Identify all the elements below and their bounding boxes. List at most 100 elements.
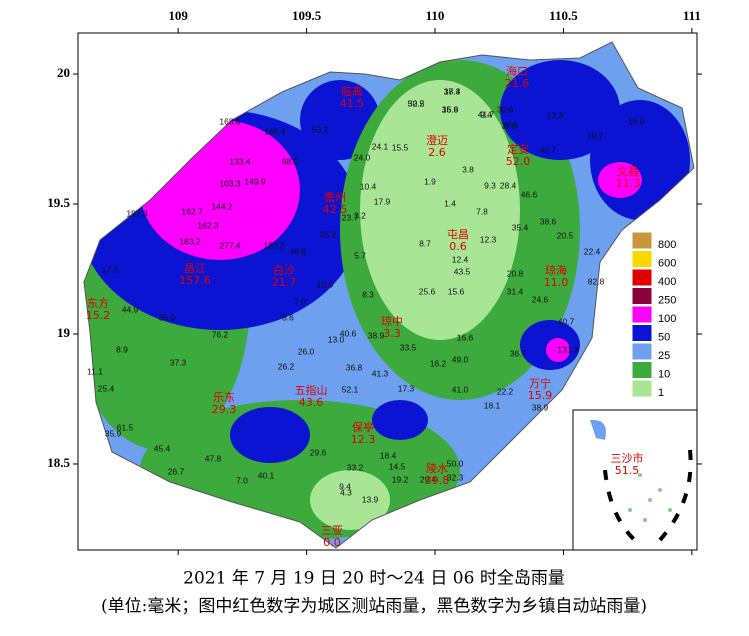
legend-label: 400	[658, 276, 676, 288]
city-name: 乐东	[213, 391, 235, 404]
station-value: 38.4	[444, 86, 461, 96]
city-name: 文昌	[617, 164, 639, 178]
city-name: 澄迈	[426, 133, 448, 147]
station-value: 38.9	[368, 330, 385, 340]
station-value: 8.6	[282, 312, 294, 322]
lon-tick-label: 111	[683, 8, 701, 23]
station-value: 1.4	[444, 198, 456, 208]
lon-tick-label: 109	[168, 8, 188, 23]
station-value: 277.4	[219, 240, 241, 250]
station-value: 9.4	[339, 481, 351, 491]
station-value: 37.3	[170, 357, 187, 367]
station-value: 52.2	[408, 98, 425, 108]
station-value: 42.7	[540, 144, 557, 154]
city-value: 41.5	[340, 97, 365, 110]
station-value: 13.0	[328, 334, 345, 344]
station-value: 36.8	[346, 362, 363, 372]
station-value: 15.6	[448, 286, 465, 296]
station-value: 40.6	[340, 328, 357, 338]
station-value: 36.6	[442, 104, 459, 114]
station-value: 31.4	[507, 286, 524, 296]
station-value: 19.2	[392, 474, 409, 484]
legend-label: 1	[658, 387, 664, 399]
inset-island	[590, 419, 606, 440]
city-value: 2.6	[428, 146, 446, 159]
station-value: 23.7	[342, 212, 359, 222]
station-value: 26.0	[298, 346, 315, 356]
station-value: 15.5	[392, 142, 409, 152]
station-value: 9.3	[484, 180, 496, 190]
station-value: 7.0	[294, 296, 306, 306]
station-value: 22.4	[584, 246, 601, 256]
station-value: 1.9	[424, 176, 436, 186]
station-value: 38.9	[532, 402, 549, 412]
station-value: 17.3	[398, 383, 415, 393]
station-value: 19.7	[587, 130, 604, 140]
station-value: 3.8	[462, 164, 474, 174]
station-value: 17.3	[444, 86, 461, 96]
lat-tick-label: 19	[57, 325, 71, 340]
station-value: 41.7	[478, 109, 495, 119]
station-value: 15.9	[442, 104, 459, 114]
station-value: 43.5	[454, 266, 471, 276]
station-value: 50.0	[447, 458, 464, 468]
station-value: 44.9	[122, 304, 139, 314]
legend-swatch	[631, 250, 653, 268]
legend-swatch	[631, 231, 653, 250]
city-value: 52.0	[506, 155, 531, 168]
station-value: 166.4	[264, 126, 286, 136]
city-name: 海口	[506, 64, 528, 78]
station-value: 24.0	[354, 152, 371, 162]
station-value: 30.5	[408, 98, 425, 108]
legend-label: 100	[658, 313, 676, 325]
legend-label: 250	[658, 294, 676, 306]
city-value: 0.0	[323, 536, 341, 549]
inset-islets	[628, 473, 672, 522]
city-value: 11.0	[544, 276, 569, 289]
station-value: 149.9	[244, 176, 266, 186]
station-value: 46.6	[290, 246, 307, 256]
city-name: 白沙	[273, 263, 295, 277]
station-value: 29.4	[420, 474, 437, 484]
city-value: 39.8	[425, 474, 450, 487]
station-value: 22.2	[497, 386, 514, 396]
station-value: 180.2	[263, 240, 285, 250]
station-value: 33.5	[400, 342, 417, 352]
station-value: 35.9	[105, 428, 122, 438]
city-value: 51.5	[615, 464, 640, 477]
legend-swatch	[631, 379, 653, 398]
station-value: 36.7	[510, 348, 527, 358]
station-value: 32.3	[447, 472, 464, 482]
legend-label: 25	[658, 350, 670, 362]
station-value: 103.3	[219, 178, 241, 188]
station-value: 68.5	[282, 156, 299, 166]
legend-swatch	[631, 287, 653, 305]
station-value: 20.5	[557, 230, 574, 240]
station-value: 133.4	[229, 156, 251, 166]
station-value: 3.2	[354, 210, 366, 220]
city-value: 15.9	[528, 389, 553, 402]
station-value: 17.9	[374, 196, 391, 206]
legend-label: 10	[658, 368, 670, 380]
station-value: 183.2	[179, 236, 201, 246]
station-value: 7.0	[236, 475, 248, 485]
city-value: 43.6	[299, 396, 324, 409]
station-value: 49.0	[452, 354, 469, 364]
city-name: 定安	[507, 142, 529, 156]
station-value: 12.3	[480, 234, 497, 244]
station-value: 8.3	[362, 289, 374, 299]
station-value: 8.6	[504, 120, 516, 130]
lat-tick-label: 19.5	[47, 195, 70, 210]
station-value: 35.4	[512, 222, 529, 232]
city-name: 琼中	[381, 314, 403, 328]
city-value: 157.6	[179, 274, 211, 287]
station-value: 18.1	[484, 400, 501, 410]
city-name: 昌江	[184, 262, 206, 275]
legend-swatch	[631, 268, 653, 287]
station-value: 46.6	[521, 189, 538, 199]
station-value: 16.2	[430, 358, 447, 368]
city-name: 万宁	[529, 376, 551, 390]
station-value: 131.3	[557, 344, 579, 354]
station-value: 4.3	[340, 487, 352, 497]
